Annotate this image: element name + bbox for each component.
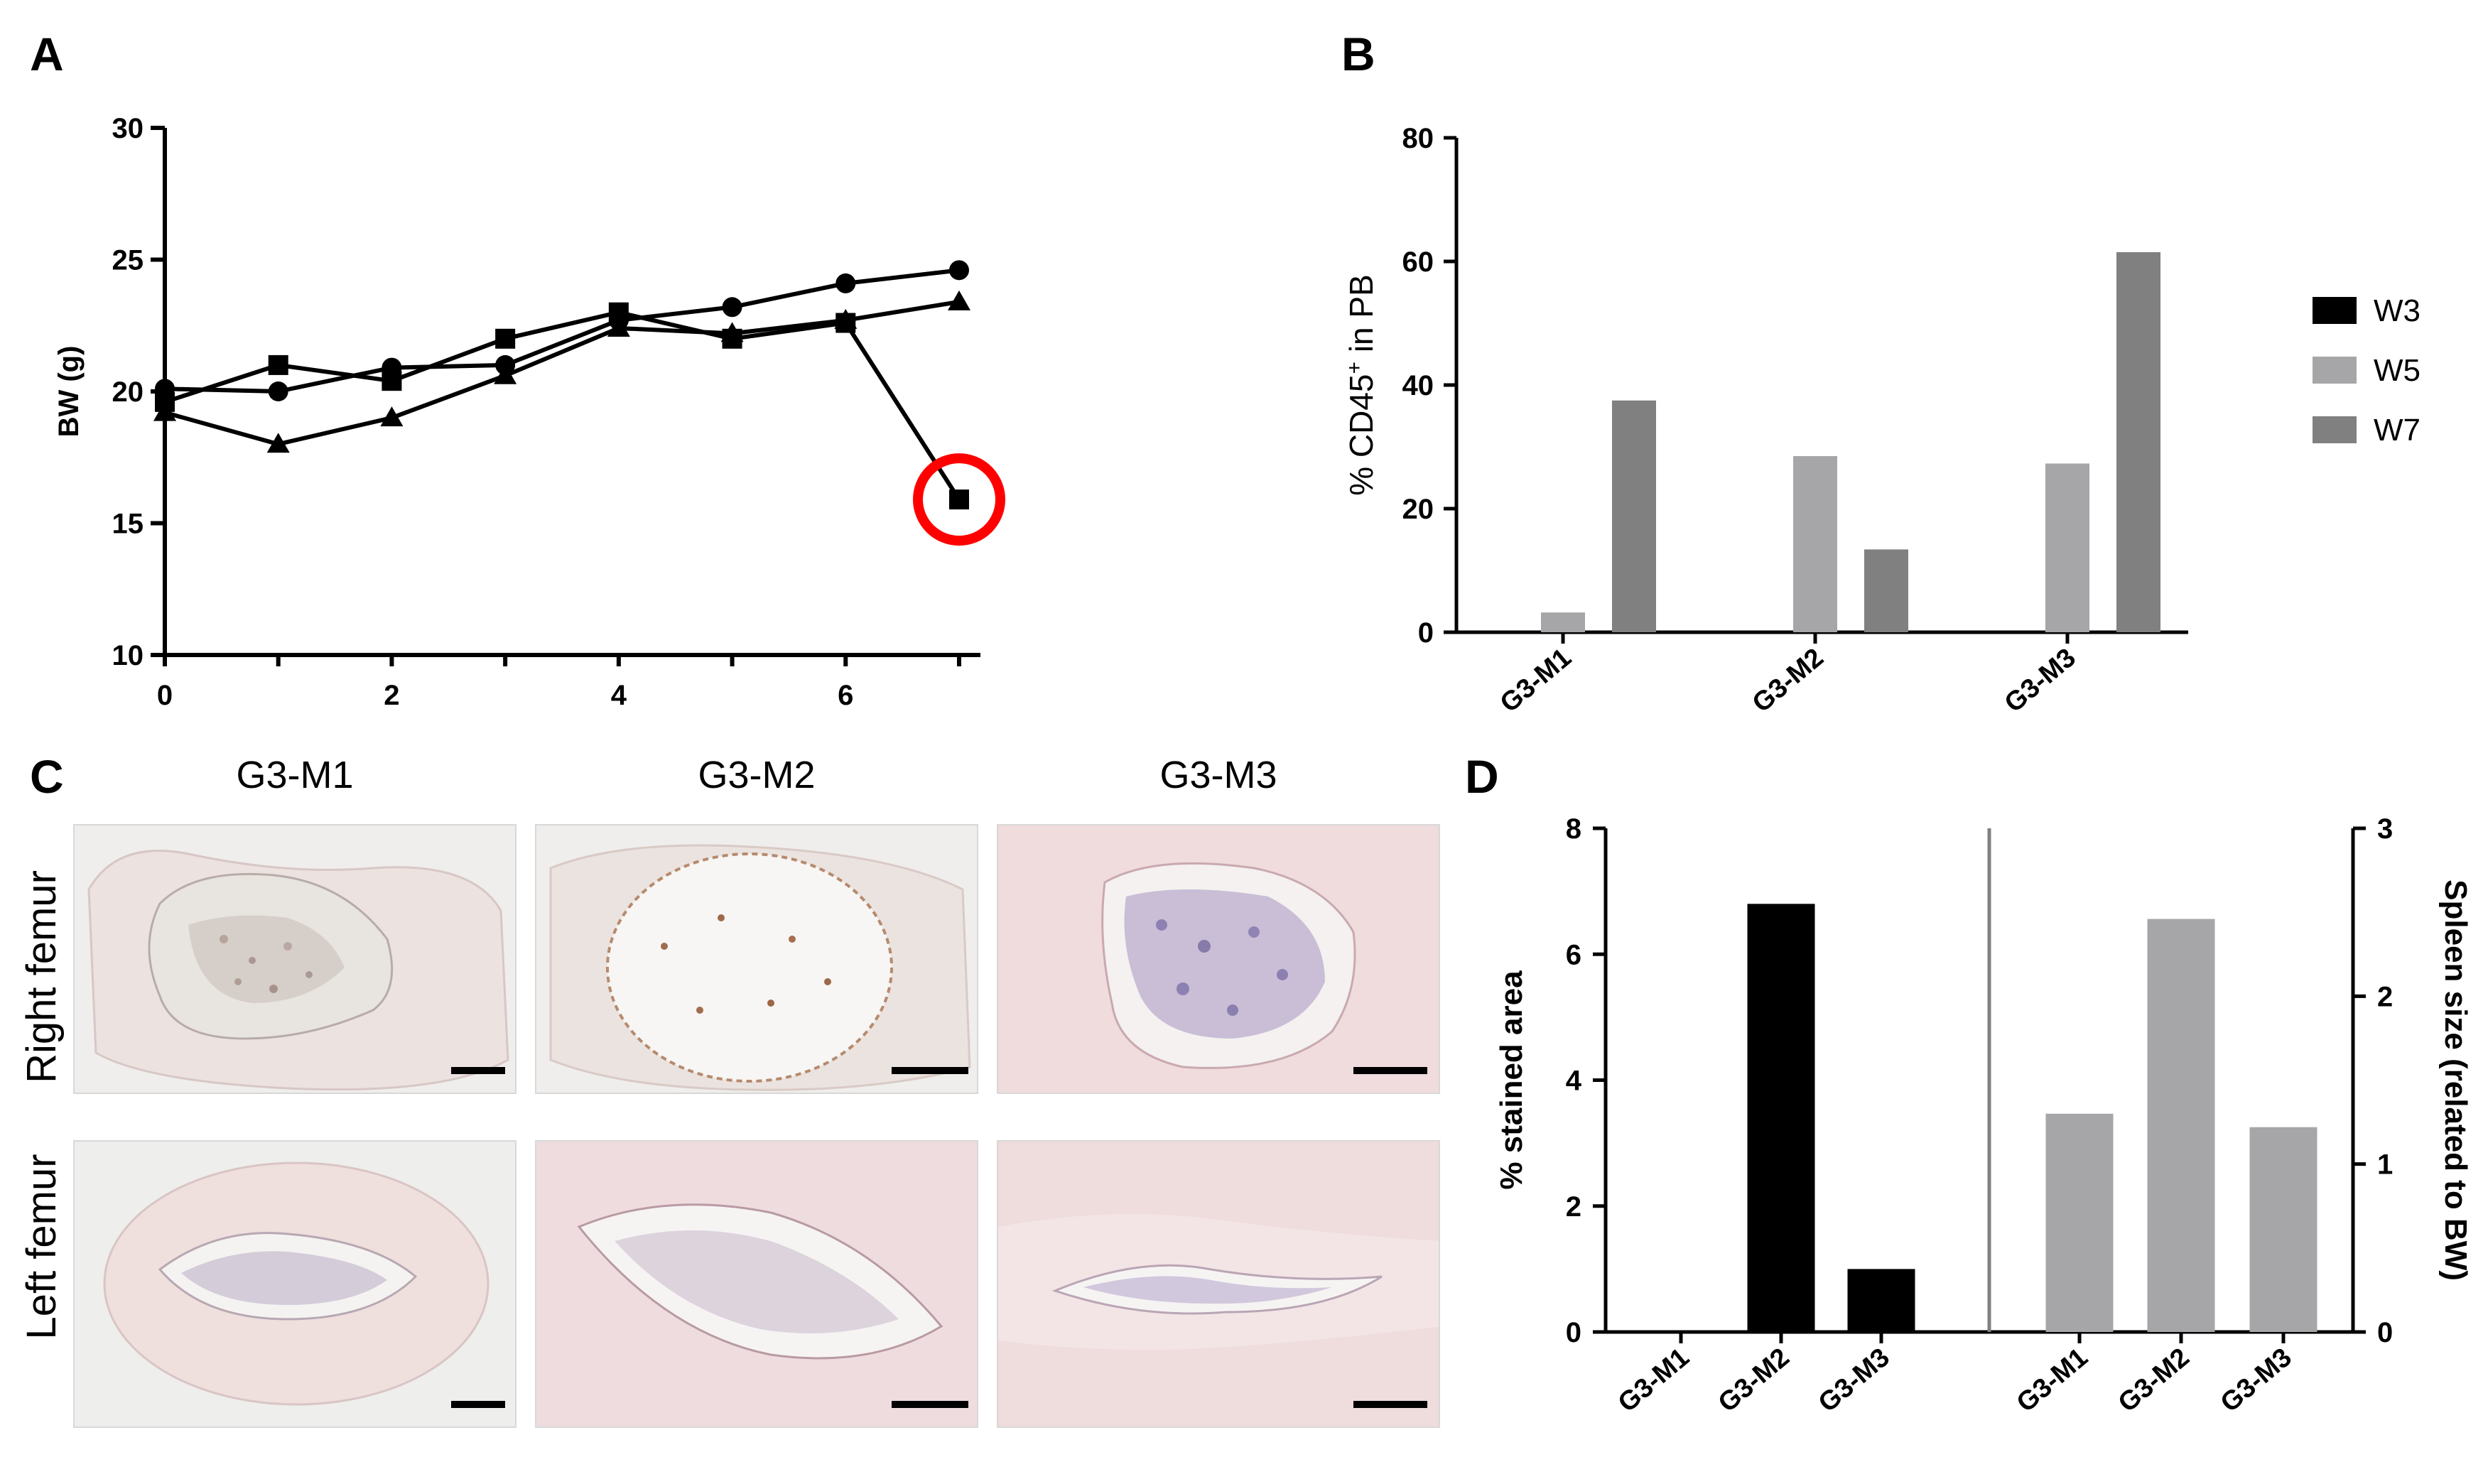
data-point-triangle [153,401,176,421]
panel-letter-a: A [30,28,64,80]
bar-spleen-size [2249,1127,2317,1332]
y-tick-label: 20 [1402,494,1434,525]
x-tick-label: 0 [157,680,173,711]
scale-bar [1353,1067,1427,1074]
bar-w5 [1793,456,1837,632]
data-point-triangle [834,308,858,329]
histology-row-title: Right femur [18,870,65,1083]
scale-bar [451,1067,505,1074]
x-tick-label: G3-M2 [1747,643,1829,719]
histology-image-right-femur-m1 [73,824,516,1094]
data-point-square [495,328,516,349]
y-tick-label: 60 [1402,247,1434,278]
histology-column-title: G3-M3 [1159,754,1277,796]
data-point-triangle [494,364,517,384]
histology-image-left-femur-m1 [73,1140,516,1428]
left-y-tick-label: 6 [1566,939,1581,970]
y-axis-title: % CD45+ in PB [1343,274,1380,496]
histology-column-title: G3-M1 [236,754,354,796]
data-point-triangle [266,433,290,453]
y-tick-label: 25 [112,245,144,276]
legend-swatch [2313,416,2357,443]
right-y-tick-label: 1 [2377,1149,2393,1181]
legend-swatch [2313,297,2357,324]
bar-stained-area [1847,1269,1915,1332]
left-y-tick-label: 8 [1566,813,1581,845]
histology-column-title: G3-M2 [698,754,816,796]
bar-stained-area [1747,904,1815,1332]
legend-label: W7 [2374,413,2421,448]
bar-spleen-size [2147,919,2215,1332]
left-y-axis-title: % stained area [1494,970,1529,1190]
right-y-tick-label: 0 [2377,1317,2393,1348]
panel-letter-d: D [1465,750,1499,803]
chart-a: 10 15 20 25 30 0 2 4 6 BW (g) [53,113,1005,711]
scale-bar [1353,1401,1427,1408]
x-tick-label: G3-M2 [1713,1343,1795,1419]
scale-bar [892,1401,968,1408]
data-point-square [382,371,402,391]
x-tick-label: G3-M3 [2215,1343,2298,1419]
legend-swatch [2313,357,2357,384]
right-y-axis-title: Spleen size (related to BW) [2438,879,2473,1281]
data-point-square [949,489,969,510]
bar-w7 [2116,251,2160,632]
histology-grid: G3-M1 G3-M2 G3-M3 Right femur Left femur [0,753,1456,1484]
left-y-tick-label: 4 [1566,1066,1582,1097]
left-y-tick-label: 0 [1566,1317,1581,1348]
x-tick-label: G3-M3 [1813,1343,1895,1419]
scale-bar [892,1067,968,1074]
data-point-circle [722,297,742,318]
x-tick-label: G3-M1 [1613,1343,1695,1419]
panel-letter-b: B [1341,28,1375,80]
bar-w5 [2045,463,2089,632]
right-y-tick-label: 2 [2377,981,2393,1012]
highlight-circle [913,453,1005,546]
bar-w7 [1612,400,1656,632]
histology-image-left-femur-m3 [997,1140,1440,1428]
scale-bar [451,1401,505,1408]
histology-row-title: Left femur [18,1154,65,1340]
x-tick-label: G3-M1 [2011,1343,2094,1419]
y-tick-label: 0 [1418,617,1434,649]
series-line [164,268,960,394]
y-tick-label: 40 [1402,370,1434,401]
bar-spleen-size [2045,1113,2114,1332]
x-tick-label: 4 [611,680,627,711]
chart-d: 0 2 4 6 8 0 1 2 3 % stained area Spleen size (rela… [1494,813,2473,1419]
right-y-tick-label: 3 [2377,813,2393,845]
histology-image-right-femur-m3 [997,824,1440,1094]
data-point-triangle [607,316,630,337]
bar-w5 [1541,612,1585,632]
x-tick-label: G3-M2 [2113,1343,2195,1419]
series-line [164,299,960,447]
bar-w7 [1864,549,1908,632]
x-tick-label: G3-M3 [1999,643,2082,719]
y-tick-label: 15 [112,509,144,540]
y-tick-label: 10 [112,640,144,671]
series-line [164,310,961,501]
x-tick-label: 2 [384,680,399,711]
x-tick-label: 6 [838,680,853,711]
data-point-circle [835,273,856,293]
data-point-circle [949,260,969,281]
y-axis-title: BW (g) [53,346,85,438]
panel-letter-c: C [30,750,64,803]
legend-label: W3 [2374,293,2421,328]
y-tick-label: 80 [1402,123,1434,154]
data-point-triangle [720,322,744,342]
data-point-square [268,354,288,375]
data-point-triangle [948,290,970,310]
histology-image-right-femur-m2 [535,824,978,1094]
x-tick-label: G3-M1 [1495,643,1577,719]
data-point-triangle [380,406,404,427]
left-y-tick-label: 2 [1566,1191,1581,1223]
chart-b: 0 20 40 60 80 % CD45+ in PB G3-M1 G3-M2 G3-M3 W3 W… [1343,123,2421,719]
histology-image-left-femur-m2 [535,1140,978,1428]
legend-label: W5 [2374,353,2421,388]
y-tick-label: 30 [112,113,144,144]
data-point-circle [268,381,288,401]
y-tick-label: 20 [112,377,144,408]
